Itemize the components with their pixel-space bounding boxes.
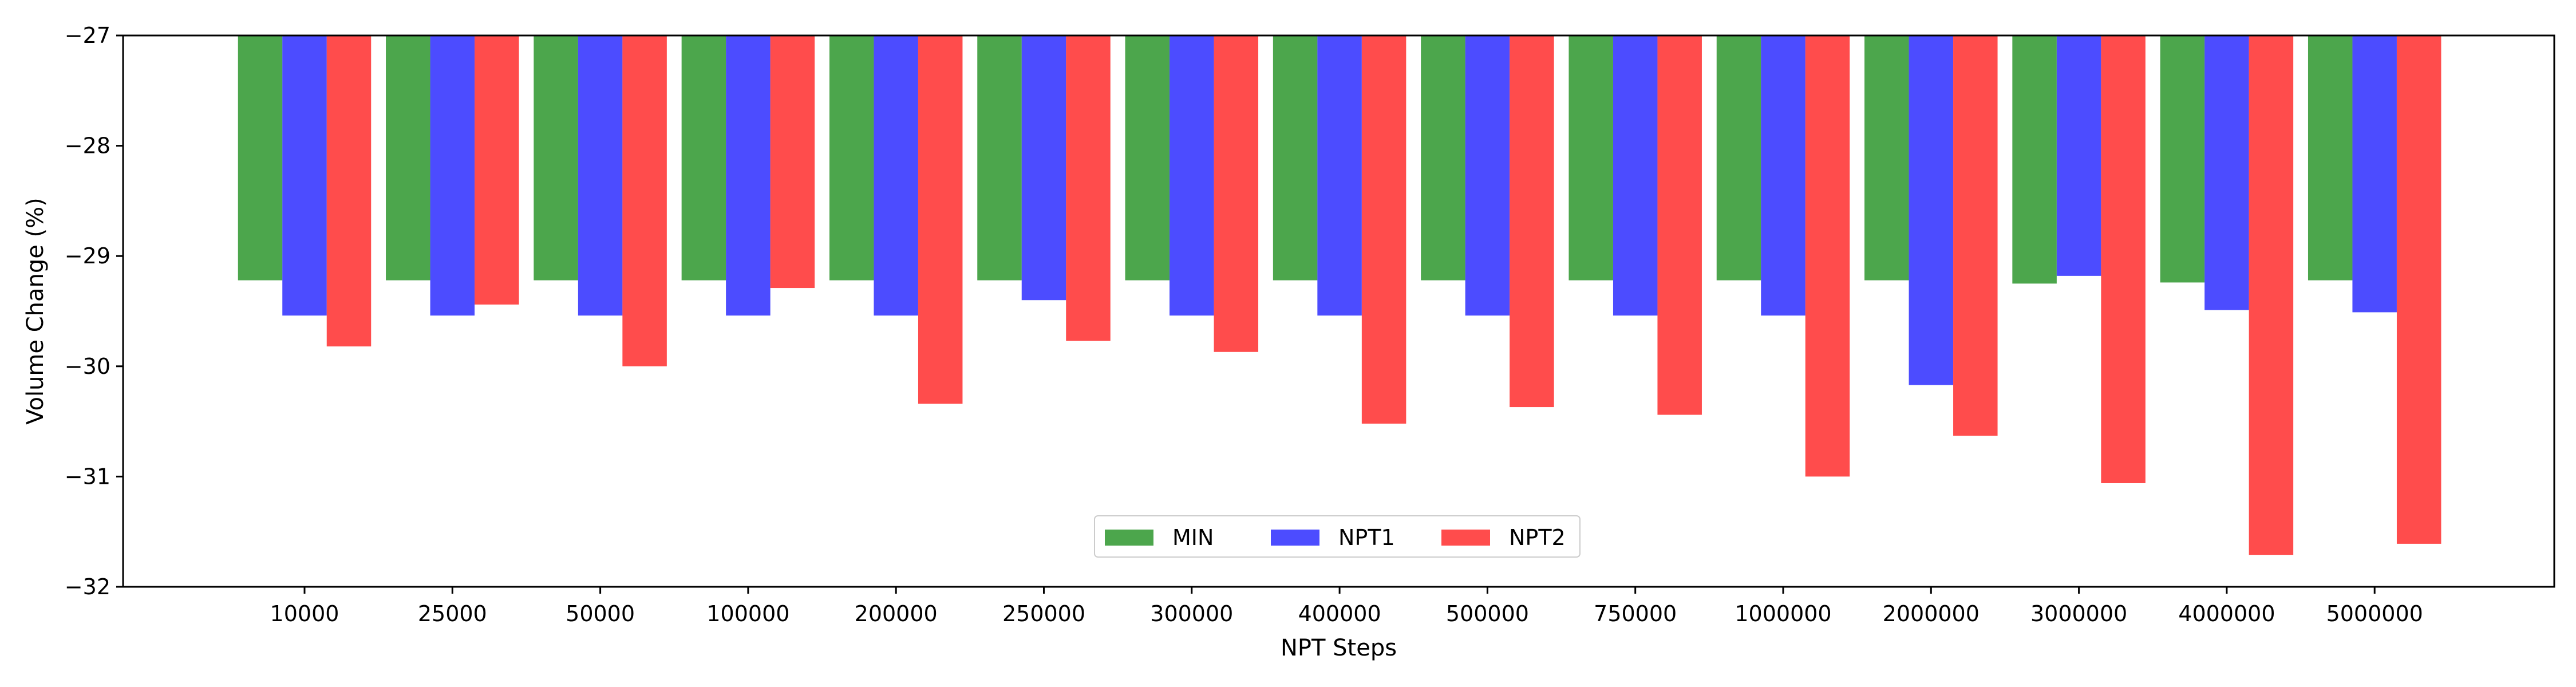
legend-swatch-npt2 bbox=[1441, 530, 1490, 546]
bar-min-50000 bbox=[534, 35, 578, 281]
bar-npt2-25000 bbox=[475, 35, 519, 305]
bar-min-400000 bbox=[1273, 35, 1318, 281]
bar-min-4000000 bbox=[2160, 35, 2205, 283]
bar-npt2-100000 bbox=[770, 35, 815, 289]
bar-npt2-3000000 bbox=[2101, 35, 2146, 483]
y-axis-label: Volume Change (%) bbox=[22, 198, 49, 425]
y-tick-label: −31 bbox=[65, 464, 110, 489]
bar-npt1-100000 bbox=[726, 35, 771, 316]
x-tick-label: 10000 bbox=[270, 601, 339, 626]
x-tick-label: 5000000 bbox=[2326, 601, 2423, 626]
x-tick-label: 100000 bbox=[706, 601, 789, 626]
legend: MIN NPT1 NPT2 bbox=[1094, 515, 1581, 558]
bar-npt1-300000 bbox=[1170, 35, 1214, 316]
x-tick-label: 200000 bbox=[855, 601, 938, 626]
x-tick-label: 4000000 bbox=[2178, 601, 2275, 626]
y-tick-label: −32 bbox=[65, 574, 110, 599]
y-tick-label: −28 bbox=[65, 133, 110, 159]
bar-min-500000 bbox=[1421, 35, 1465, 281]
bar-npt2-4000000 bbox=[2249, 35, 2294, 555]
bar-min-2000000 bbox=[1864, 35, 1909, 281]
bar-npt2-250000 bbox=[1066, 35, 1111, 341]
bar-min-5000000 bbox=[2308, 35, 2353, 281]
y-tick-label: −27 bbox=[65, 23, 110, 48]
bar-npt2-400000 bbox=[1361, 35, 1406, 424]
bar-npt2-50000 bbox=[622, 35, 667, 366]
bar-npt1-5000000 bbox=[2352, 35, 2397, 313]
x-tick-label: 25000 bbox=[418, 601, 487, 626]
bar-npt2-5000000 bbox=[2396, 35, 2441, 544]
y-tick-label: −30 bbox=[65, 354, 110, 379]
legend-swatch-npt1 bbox=[1271, 530, 1319, 546]
x-tick-label: 250000 bbox=[1002, 601, 1085, 626]
bar-min-200000 bbox=[829, 35, 874, 281]
legend-label-npt1: NPT1 bbox=[1338, 525, 1395, 550]
bar-npt1-250000 bbox=[1021, 35, 1066, 301]
x-tick-label: 1000000 bbox=[1735, 601, 1831, 626]
bar-npt2-300000 bbox=[1214, 35, 1259, 352]
bar-npt1-10000 bbox=[282, 35, 327, 316]
x-tick-label: 400000 bbox=[1298, 601, 1381, 626]
bar-min-10000 bbox=[238, 35, 283, 281]
x-tick-label: 300000 bbox=[1150, 601, 1233, 626]
bar-npt1-50000 bbox=[578, 35, 623, 316]
x-tick-label: 2000000 bbox=[1883, 601, 1980, 626]
x-axis: 10000 25000 50000 100000 200000 250000 300000 4… bbox=[270, 587, 2423, 626]
bar-npt1-2000000 bbox=[1909, 35, 1954, 385]
x-tick-label: 750000 bbox=[1594, 601, 1677, 626]
bar-npt1-4000000 bbox=[2204, 35, 2249, 310]
x-tick-label: 500000 bbox=[1446, 601, 1529, 626]
x-tick-label: 3000000 bbox=[2030, 601, 2127, 626]
bar-npt2-500000 bbox=[1510, 35, 1554, 408]
bar-npt1-3000000 bbox=[2056, 35, 2101, 276]
x-axis-label: NPT Steps bbox=[1281, 635, 1397, 661]
bar-min-25000 bbox=[386, 35, 430, 281]
x-tick-label: 50000 bbox=[566, 601, 635, 626]
bar-npt1-200000 bbox=[874, 35, 918, 316]
y-axis: −27 −28 −29 −30 −31 −32 bbox=[65, 23, 123, 599]
bar-npt2-750000 bbox=[1657, 35, 1702, 415]
plot-frame bbox=[122, 34, 2555, 588]
bar-npt1-1000000 bbox=[1761, 35, 1805, 316]
legend-label-npt2: NPT2 bbox=[1509, 525, 1566, 550]
bar-npt2-200000 bbox=[918, 35, 963, 404]
legend-box bbox=[1094, 515, 1581, 558]
bar-npt2-1000000 bbox=[1805, 35, 1850, 477]
bar-min-750000 bbox=[1568, 35, 1613, 281]
y-tick-label: −29 bbox=[65, 243, 110, 269]
bar-npt1-25000 bbox=[430, 35, 475, 316]
bar-min-100000 bbox=[681, 35, 726, 281]
bar-min-250000 bbox=[977, 35, 1022, 281]
bar-min-300000 bbox=[1125, 35, 1170, 281]
bars-group bbox=[238, 35, 2441, 555]
bar-npt1-500000 bbox=[1465, 35, 1510, 316]
bar-npt1-400000 bbox=[1317, 35, 1362, 316]
legend-swatch-min bbox=[1105, 530, 1153, 546]
bar-min-3000000 bbox=[2012, 35, 2057, 284]
bar-npt1-750000 bbox=[1613, 35, 1658, 316]
bar-min-1000000 bbox=[1716, 35, 1761, 281]
legend-label-min: MIN bbox=[1172, 525, 1214, 550]
bar-npt2-10000 bbox=[326, 35, 372, 347]
bar-npt2-2000000 bbox=[1953, 35, 1998, 436]
